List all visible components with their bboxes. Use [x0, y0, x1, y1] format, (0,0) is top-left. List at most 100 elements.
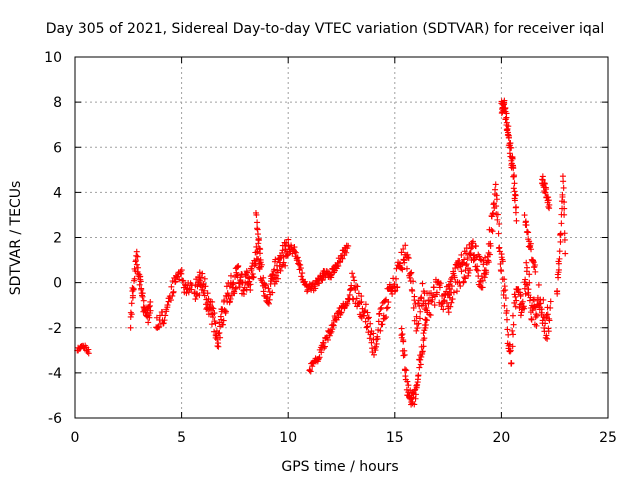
data-point — [391, 281, 398, 288]
data-point — [506, 348, 513, 355]
data-point — [502, 295, 509, 302]
data-point — [284, 252, 291, 259]
data-point — [271, 266, 278, 273]
data-point — [269, 289, 276, 296]
data-point — [423, 317, 430, 324]
data-point — [544, 311, 551, 318]
data-point — [400, 246, 407, 253]
data-point — [266, 296, 273, 303]
data-point — [513, 297, 520, 304]
data-point — [510, 185, 517, 192]
data-point — [506, 150, 513, 157]
data-point — [532, 268, 539, 275]
data-point — [134, 253, 141, 260]
data-point — [525, 286, 532, 293]
data-point — [512, 209, 519, 216]
data-point — [233, 284, 240, 291]
data-point — [560, 178, 567, 185]
data-point — [414, 381, 421, 388]
data-point — [513, 204, 520, 211]
data-point — [410, 278, 417, 285]
data-point — [487, 242, 494, 249]
data-point — [467, 245, 474, 252]
data-point — [172, 278, 179, 285]
data-point — [394, 284, 401, 291]
data-point — [367, 331, 374, 338]
data-point — [320, 339, 327, 346]
data-point — [318, 349, 325, 356]
data-point — [320, 345, 327, 352]
data-point — [504, 326, 511, 333]
data-point — [412, 300, 419, 307]
data-point — [420, 330, 427, 337]
data-point — [561, 211, 568, 218]
data-point — [418, 353, 425, 360]
data-point — [337, 309, 344, 316]
data-point — [494, 211, 501, 218]
data-point — [504, 129, 511, 136]
data-point — [486, 251, 493, 258]
data-point — [488, 226, 495, 233]
data-point — [509, 153, 516, 160]
data-point — [532, 262, 539, 269]
data-point — [495, 230, 502, 237]
data-point — [176, 276, 183, 283]
data-point — [211, 310, 218, 317]
data-point — [524, 228, 531, 235]
data-point — [199, 270, 206, 277]
data-point — [196, 292, 203, 299]
data-point — [411, 293, 418, 300]
data-point — [411, 401, 418, 408]
data-point — [136, 281, 143, 288]
data-point — [559, 173, 566, 180]
data-point — [327, 330, 334, 337]
data-point — [463, 261, 470, 268]
data-point — [164, 302, 171, 309]
data-point — [496, 220, 503, 227]
data-point — [510, 321, 517, 328]
data-point — [501, 302, 508, 309]
data-point — [539, 176, 546, 183]
data-point — [510, 165, 517, 172]
data-point — [493, 196, 500, 203]
y-tick-label: 2 — [53, 231, 62, 247]
data-point — [227, 295, 234, 302]
data-point — [370, 330, 377, 337]
data-point — [215, 343, 222, 350]
data-point — [481, 274, 488, 281]
data-point — [479, 284, 486, 291]
data-point — [335, 262, 342, 269]
data-point — [555, 266, 562, 273]
data-point — [372, 347, 379, 354]
data-point — [427, 312, 434, 319]
data-point — [133, 261, 140, 268]
data-point — [298, 273, 305, 280]
x-tick-label: 5 — [177, 430, 186, 446]
data-point — [220, 317, 227, 324]
x-tick-label: 25 — [599, 430, 617, 446]
data-point — [316, 354, 323, 361]
data-point — [545, 194, 552, 201]
data-point — [508, 360, 515, 367]
data-point — [463, 262, 470, 269]
data-point — [561, 236, 568, 243]
data-point — [328, 274, 335, 281]
data-point — [326, 332, 333, 339]
data-point — [419, 280, 426, 287]
data-point — [413, 313, 420, 320]
data-point — [163, 308, 170, 315]
data-point — [456, 257, 463, 264]
data-point — [523, 222, 530, 229]
data-point — [463, 245, 470, 252]
data-point — [490, 210, 497, 217]
data-point — [162, 312, 169, 319]
data-point — [517, 293, 524, 300]
data-point — [542, 320, 549, 327]
data-point — [545, 328, 552, 335]
data-point — [330, 321, 337, 328]
y-axis-label: SDTVAR / TECUs — [8, 181, 24, 296]
data-point — [417, 315, 424, 322]
data-point — [170, 288, 177, 295]
data-point — [446, 294, 453, 301]
data-point — [462, 275, 469, 282]
